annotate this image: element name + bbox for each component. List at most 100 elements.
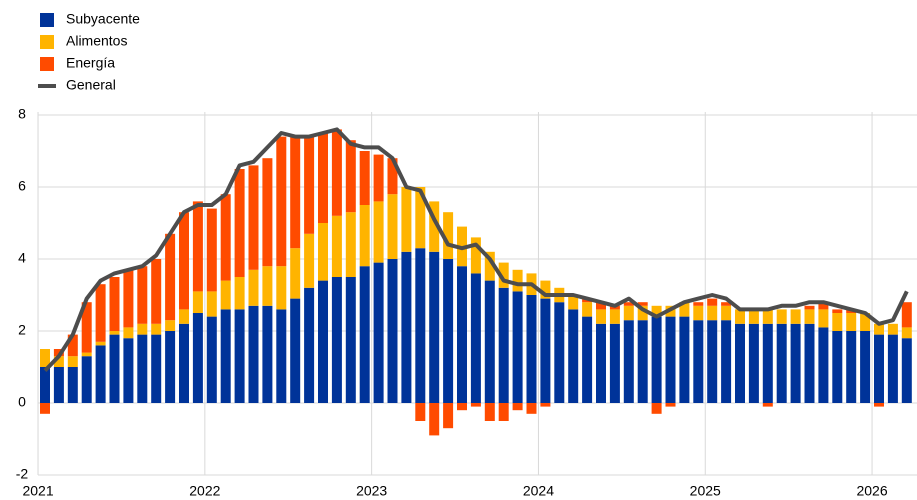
bar-segment [470, 273, 481, 403]
bar-segment [137, 323, 148, 335]
bar-segment [707, 305, 718, 321]
bar-segment [40, 349, 50, 367]
bar-segment [95, 341, 106, 346]
bar-segment [762, 323, 773, 403]
bar-segment [901, 302, 912, 328]
bar-segment [220, 309, 231, 403]
bar-segment [443, 259, 454, 403]
bar-segment [415, 403, 426, 421]
bar-segment [568, 295, 579, 310]
bar-segment [234, 309, 245, 403]
bar-segment [290, 248, 301, 299]
y-tick-label: 2 [18, 322, 26, 338]
x-tick-label: 2021 [22, 483, 53, 499]
bar-segment [582, 316, 593, 403]
bar-segment [192, 313, 203, 403]
bar-segment [457, 403, 467, 411]
bar-segment [804, 305, 815, 310]
bar-segment [165, 331, 176, 403]
bar-segment [109, 277, 120, 331]
bar-segment [860, 313, 871, 331]
bar-segment [874, 334, 884, 403]
bar-segment [318, 133, 328, 223]
bar-segment [735, 323, 745, 403]
bar-segment [512, 403, 523, 411]
bar-segment [318, 280, 328, 403]
bar-segment [137, 266, 148, 324]
bar-segment [679, 302, 690, 317]
bar-segment [331, 215, 342, 277]
bar-segment [484, 251, 495, 281]
bar-segment [498, 403, 509, 421]
bar-segment [40, 403, 50, 414]
bar-segment [415, 187, 426, 249]
bar-segment [735, 309, 745, 324]
bar-segment [345, 212, 356, 277]
bar-segment [151, 259, 162, 324]
bar-segment [81, 302, 92, 353]
bar-segment [373, 154, 384, 202]
bar-segment [359, 266, 370, 403]
bar-segment [206, 291, 217, 317]
bar-segment [748, 309, 759, 324]
legend-label: General [66, 77, 116, 93]
bar-segment [512, 291, 523, 403]
bar-segment [137, 334, 148, 403]
bar-segment [262, 305, 273, 403]
bar-segment [596, 323, 606, 403]
y-tick-label: 4 [18, 250, 26, 266]
bar-segment [637, 305, 648, 321]
legend-label: Subyacente [66, 11, 140, 27]
bar-segment [276, 266, 287, 310]
bar-segment [234, 277, 245, 310]
bar-segment [901, 338, 912, 403]
bar-segment [457, 266, 467, 403]
y-tick-label: 6 [18, 178, 26, 194]
x-tick-label: 2022 [189, 483, 220, 499]
bar-segment [721, 305, 732, 321]
bar-segment [637, 302, 648, 306]
bar-segment [151, 334, 162, 403]
x-tick-label: 2025 [690, 483, 721, 499]
line [43, 127, 909, 372]
bar-segment [582, 302, 593, 317]
bar-segment [707, 298, 718, 306]
bar-segment [429, 201, 440, 252]
bar-segment [220, 280, 231, 310]
bar-segment [151, 323, 162, 335]
bar-segment [707, 320, 718, 403]
bar-segment [846, 331, 857, 403]
bar-segment [484, 280, 495, 403]
bar-segment [234, 169, 245, 277]
bar-segment [637, 320, 648, 403]
y-tick-label: 8 [18, 106, 26, 122]
bar-segment [387, 158, 398, 195]
bar-segment [596, 309, 606, 324]
bar-segment [345, 140, 356, 213]
bar-segment [721, 320, 732, 403]
bar-segment [596, 302, 606, 310]
bar-segment [651, 403, 662, 414]
bar-segment [248, 305, 259, 403]
x-tick-label: 2024 [523, 483, 554, 499]
bar-segment [192, 291, 203, 313]
bar-segment [832, 313, 843, 331]
bar-segment [540, 298, 551, 403]
bar-segment [123, 269, 134, 328]
bar-segment [165, 233, 176, 321]
bar-segment [318, 223, 328, 281]
bar-segment [179, 323, 189, 403]
bar-segment [429, 403, 440, 436]
x-tick-label: 2023 [356, 483, 387, 499]
bar-segment [748, 323, 759, 403]
bar-segment [665, 316, 676, 403]
bar-segment [470, 237, 481, 274]
bar-segment [81, 352, 92, 357]
bar-segment [860, 331, 871, 403]
bar-segment [790, 309, 801, 324]
bar-segment [220, 194, 231, 281]
bar-segment [790, 323, 801, 403]
legend-label: Alimentos [66, 33, 127, 49]
bar-segment [568, 309, 579, 403]
